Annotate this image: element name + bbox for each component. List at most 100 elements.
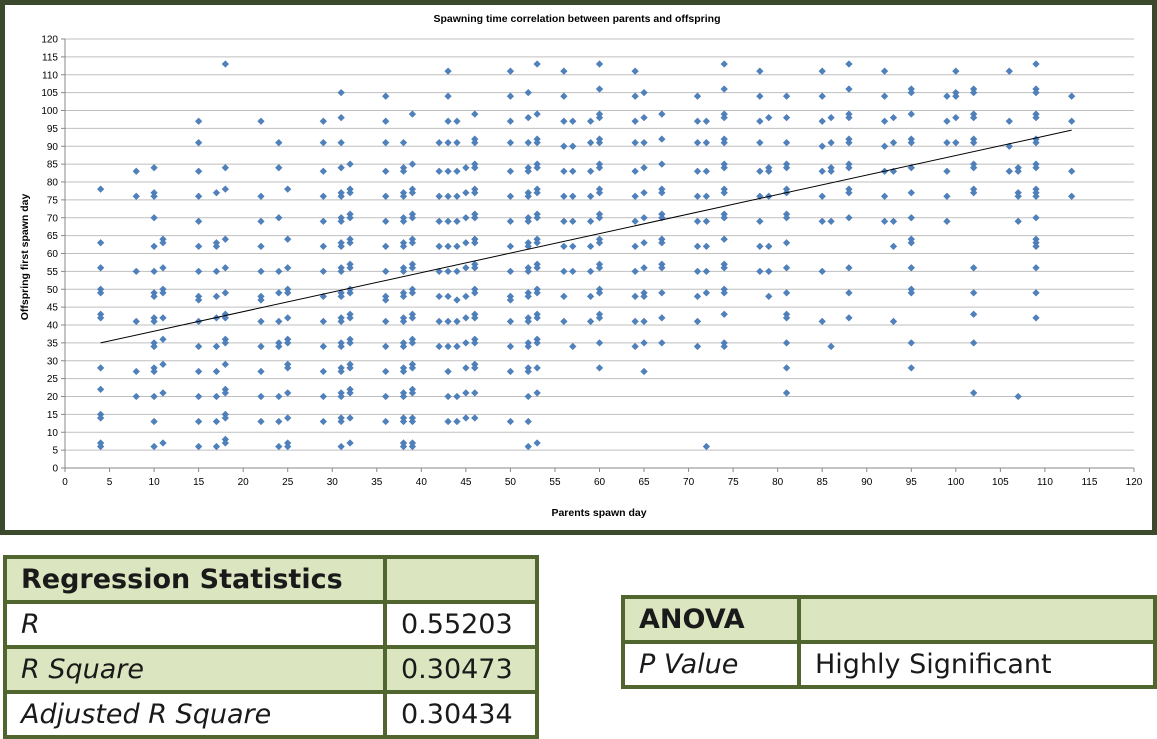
regression-row-r: R 0.55203 [3, 600, 539, 649]
data-point [506, 67, 515, 75]
data-point [702, 117, 711, 125]
data-point [453, 417, 461, 426]
data-point [658, 135, 666, 143]
data-point [257, 317, 265, 326]
data-point [524, 342, 532, 351]
data-point [159, 264, 167, 272]
data-point [702, 138, 711, 147]
data-point [194, 342, 203, 351]
data-point [453, 342, 461, 351]
data-point [471, 314, 479, 322]
data-point [756, 267, 764, 276]
data-point [382, 317, 390, 326]
data-point [408, 239, 417, 247]
data-point [640, 339, 648, 347]
data-point [756, 167, 764, 175]
data-point [275, 289, 283, 297]
data-point [560, 142, 568, 150]
data-point [889, 138, 898, 147]
data-point [337, 342, 345, 351]
data-point [257, 217, 265, 226]
data-point [319, 167, 328, 175]
data-point [845, 85, 853, 93]
data-point [444, 92, 452, 100]
data-point [595, 264, 604, 272]
data-point [257, 267, 265, 276]
data-point [221, 60, 230, 68]
data-point [337, 88, 345, 97]
data-point [1014, 192, 1022, 200]
data-point [257, 367, 265, 376]
data-point [150, 442, 158, 451]
data-point [132, 267, 140, 276]
data-point [346, 389, 354, 397]
data-point [1014, 167, 1022, 175]
data-point [382, 367, 390, 376]
data-point [319, 217, 328, 226]
data-point [595, 60, 604, 68]
data-point [275, 164, 283, 172]
data-point [693, 342, 702, 351]
data-point [1032, 192, 1040, 200]
data-point [462, 164, 470, 172]
x-tick-label: 15 [193, 477, 205, 488]
data-point [845, 189, 853, 197]
chart-title: Spawning time correlation between parent… [433, 13, 720, 25]
x-tick-label: 70 [683, 477, 695, 488]
data-point [382, 217, 390, 226]
data-point [471, 289, 479, 297]
data-point [765, 267, 773, 276]
y-tick-label: 55 [47, 267, 59, 278]
data-point [631, 67, 639, 75]
data-point [221, 389, 230, 397]
data-point [319, 317, 328, 326]
data-point [444, 167, 452, 175]
data-point [952, 138, 960, 147]
data-point [827, 342, 835, 351]
data-point [720, 85, 728, 93]
regression-value-r: 0.55203 [383, 600, 539, 649]
data-point [595, 239, 604, 247]
data-point [194, 217, 203, 226]
data-point [524, 167, 532, 175]
data-point [212, 367, 221, 376]
data-point [693, 192, 702, 200]
data-point [337, 317, 345, 326]
data-point [257, 117, 265, 125]
data-point [524, 138, 532, 147]
data-point [631, 242, 639, 251]
data-point [693, 138, 702, 147]
data-point [943, 192, 951, 200]
data-point [631, 167, 639, 175]
data-point [453, 217, 461, 226]
data-point [595, 364, 604, 372]
data-point [952, 67, 960, 75]
data-point [150, 192, 158, 200]
data-point [782, 164, 791, 172]
data-point [382, 167, 390, 175]
data-point [284, 264, 292, 272]
anova-label-p-value: P Value [621, 640, 801, 689]
data-point [408, 364, 417, 372]
data-point [257, 192, 265, 200]
data-point [907, 289, 915, 297]
data-point [444, 342, 452, 351]
data-point [720, 235, 728, 243]
data-point [319, 192, 328, 200]
data-point [631, 92, 639, 100]
data-point [462, 414, 470, 422]
data-point [827, 217, 835, 226]
data-point [524, 317, 532, 326]
data-point [382, 192, 390, 200]
data-points [96, 60, 1076, 451]
data-point [720, 189, 728, 197]
data-point [560, 292, 568, 301]
data-point [818, 192, 826, 200]
data-point [889, 113, 898, 122]
data-point [756, 67, 764, 75]
data-point [506, 138, 515, 147]
data-point [453, 392, 461, 401]
data-point [524, 88, 532, 97]
data-point [586, 292, 595, 301]
data-point [506, 167, 515, 175]
